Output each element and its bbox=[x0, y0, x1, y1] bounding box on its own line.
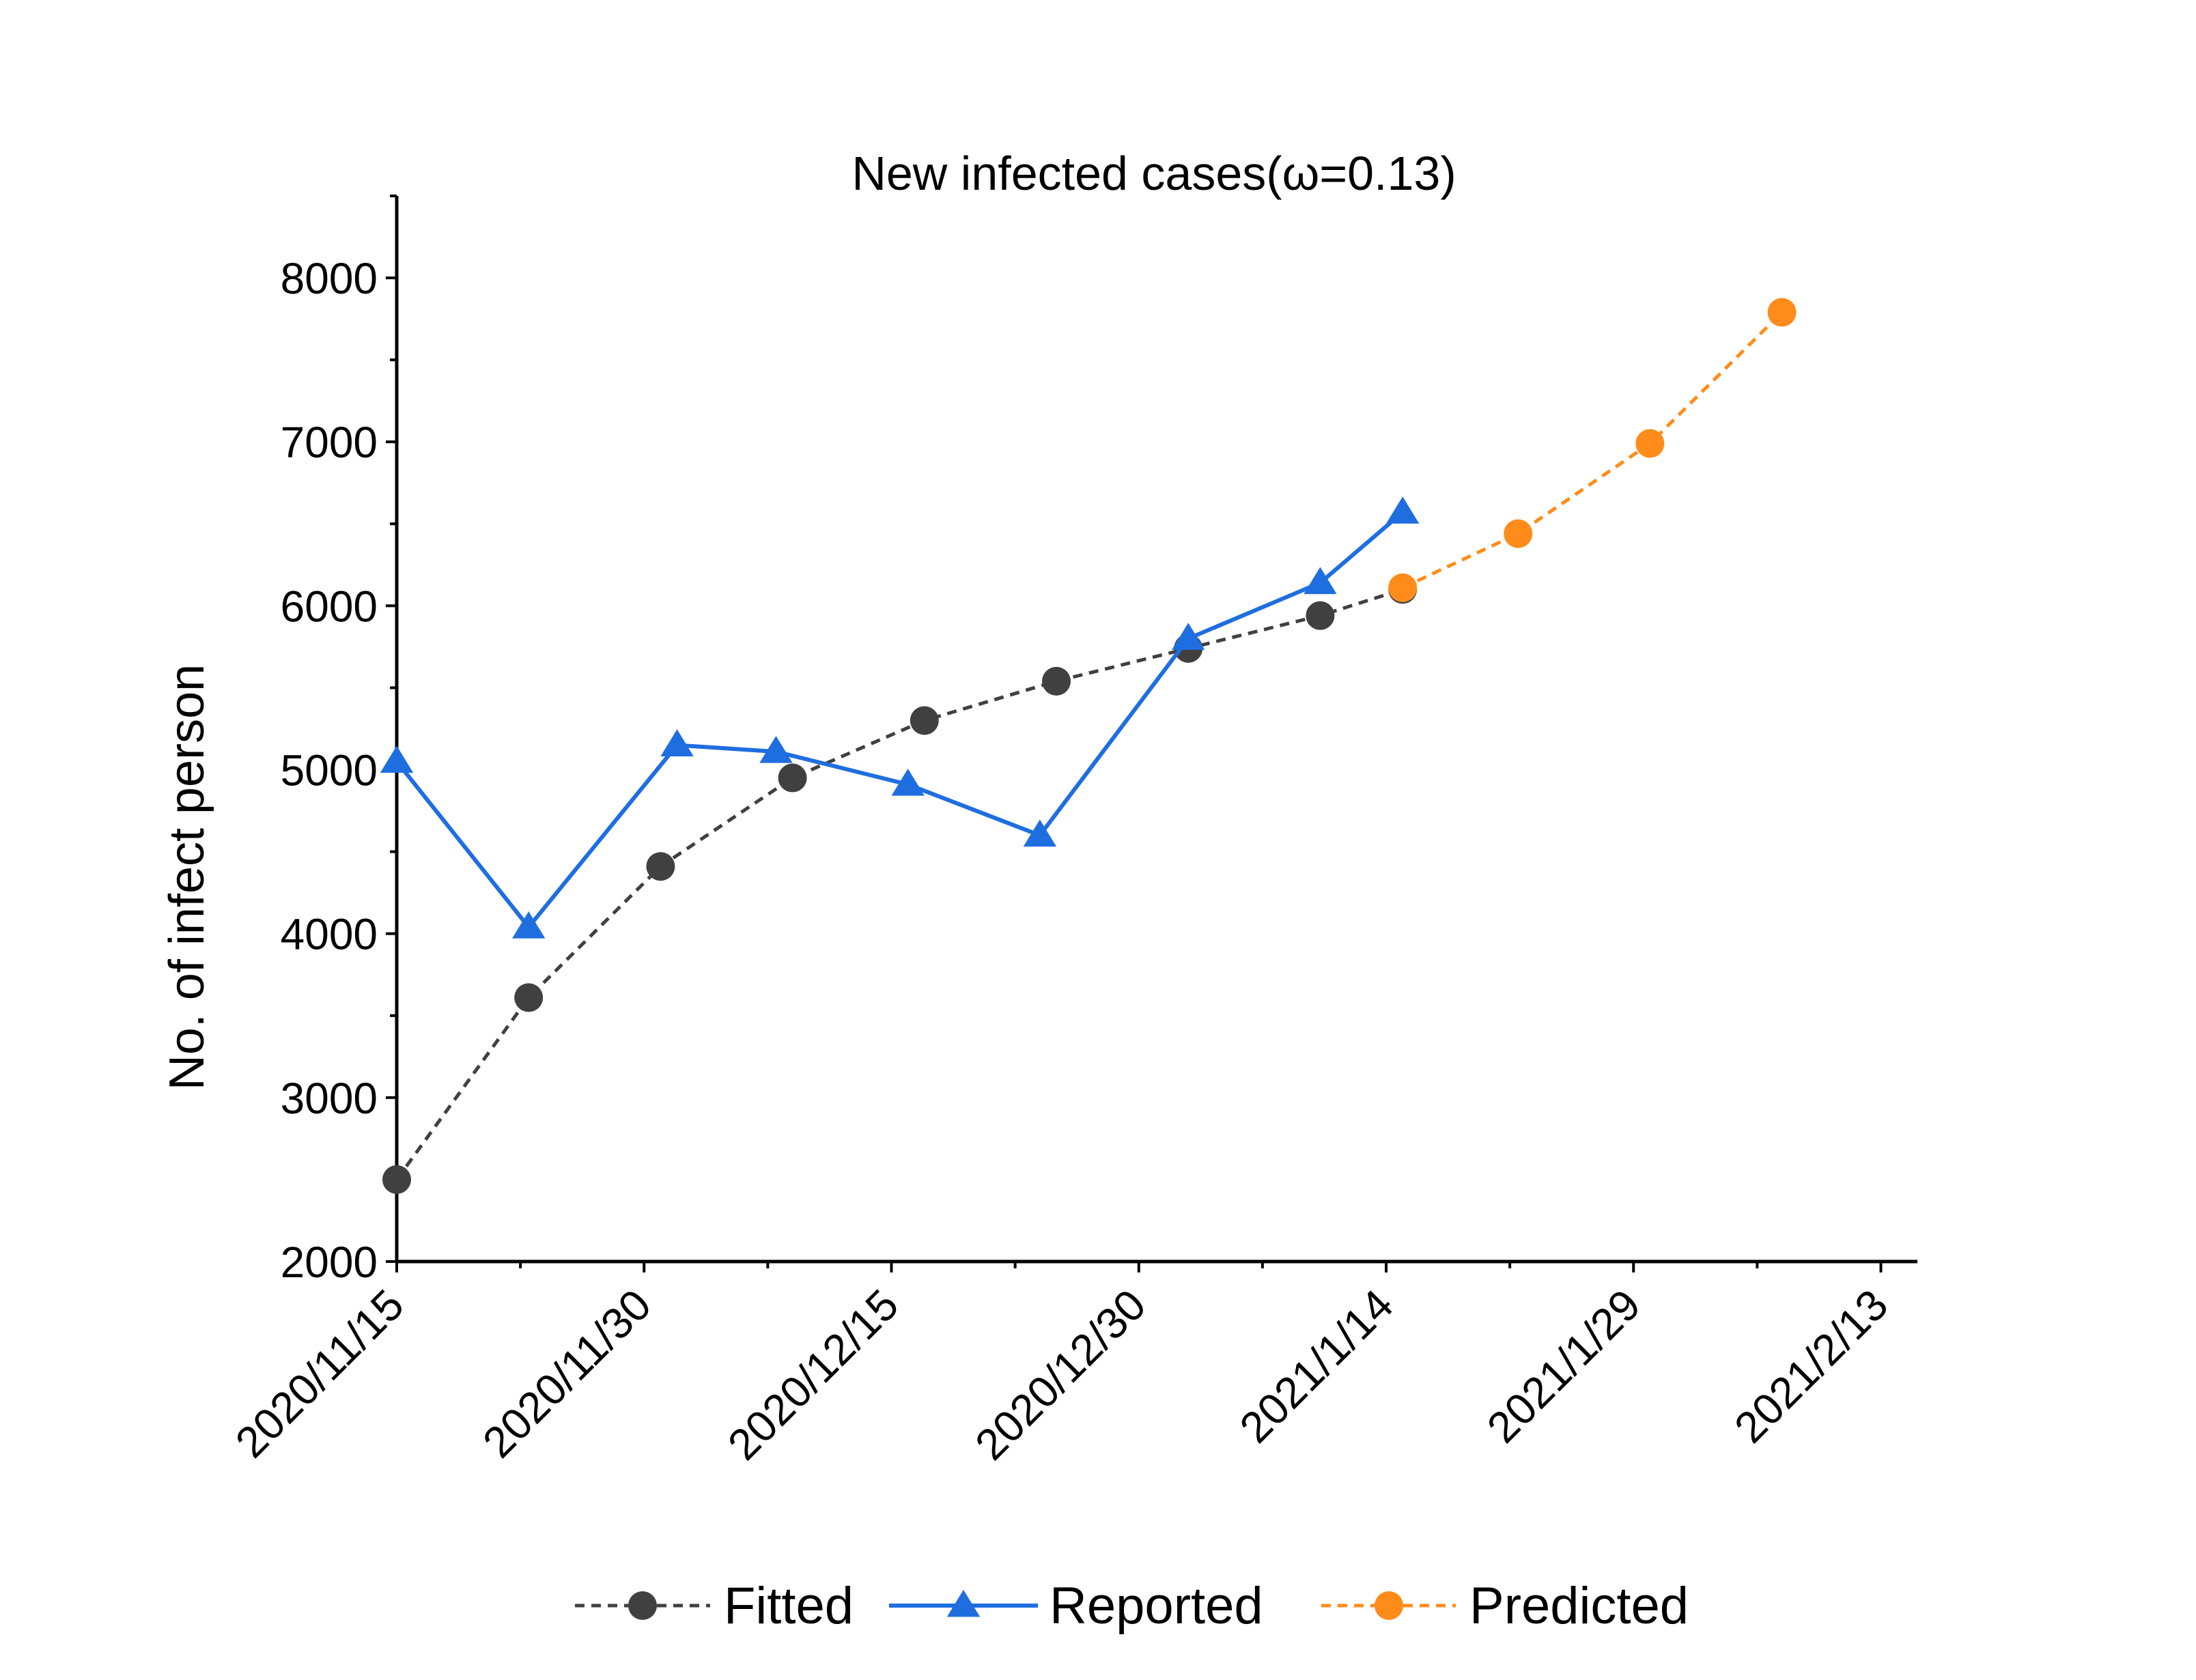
data-point bbox=[382, 1165, 411, 1194]
series-predicted bbox=[1388, 298, 1797, 602]
data-point bbox=[778, 763, 807, 793]
y-tick-label: 8000 bbox=[281, 254, 378, 303]
data-point bbox=[1172, 623, 1205, 650]
x-tick-label: 2020/11/30 bbox=[473, 1280, 660, 1467]
series-fitted bbox=[382, 575, 1418, 1194]
data-point bbox=[946, 1589, 981, 1617]
x-tick-label: 2021/1/29 bbox=[1478, 1280, 1650, 1452]
data-point bbox=[759, 736, 793, 763]
data-point bbox=[1042, 666, 1071, 696]
data-point bbox=[891, 769, 925, 796]
data-point bbox=[512, 911, 546, 939]
data-point bbox=[1304, 567, 1337, 595]
data-point bbox=[380, 745, 414, 773]
series-line bbox=[395, 587, 1403, 1181]
legend-item-predicted: Predicted bbox=[1321, 1577, 1689, 1635]
series-line bbox=[1402, 311, 1784, 590]
y-tick-label: 4000 bbox=[281, 910, 378, 959]
legend-item-reported: Reported bbox=[889, 1577, 1263, 1635]
data-point bbox=[646, 852, 675, 881]
x-tick-label: 2021/1/14 bbox=[1230, 1280, 1403, 1452]
y-axis-label: No. of infect person bbox=[160, 664, 214, 1090]
y-tick-label: 7000 bbox=[281, 418, 378, 467]
minor-ticks bbox=[390, 195, 1759, 1268]
y-tick-label: 6000 bbox=[281, 582, 378, 631]
legend-label: Fitted bbox=[724, 1577, 854, 1635]
data-point bbox=[1635, 429, 1665, 458]
series-line bbox=[395, 511, 1405, 930]
data-point bbox=[628, 1591, 657, 1620]
y-axis-ticks: 2000 3000 4000 5000 6000 7000 8000 bbox=[281, 254, 397, 1287]
x-tick-label: 2020/12/15 bbox=[718, 1280, 907, 1469]
chart-title: New infected cases(ω=0.13) bbox=[851, 147, 1456, 200]
legend: Fitted Reported Predicted bbox=[575, 1577, 1689, 1635]
y-tick-label: 3000 bbox=[281, 1074, 378, 1123]
data-point bbox=[1388, 573, 1418, 602]
data-point bbox=[910, 706, 939, 735]
x-tick-label: 2020/11/15 bbox=[226, 1280, 413, 1467]
x-tick-label: 2020/12/30 bbox=[966, 1280, 1155, 1469]
data-point bbox=[1306, 601, 1335, 630]
y-tick-label: 2000 bbox=[281, 1238, 378, 1287]
data-point bbox=[1023, 819, 1057, 847]
legend-item-fitted: Fitted bbox=[575, 1577, 854, 1635]
x-tick-label: 2021/2/13 bbox=[1725, 1280, 1897, 1452]
legend-label: Reported bbox=[1050, 1577, 1263, 1635]
series-reported bbox=[380, 496, 1420, 939]
data-point bbox=[1767, 298, 1797, 327]
data-point bbox=[1504, 519, 1533, 548]
legend-label: Predicted bbox=[1469, 1577, 1689, 1635]
y-tick-label: 5000 bbox=[281, 746, 378, 795]
data-point bbox=[660, 729, 694, 757]
data-point bbox=[514, 983, 544, 1012]
series-layer bbox=[380, 298, 1797, 1194]
x-axis-ticks: 2020/11/15 2020/11/30 2020/12/15 2020/12/30… bbox=[226, 1262, 1897, 1469]
data-point bbox=[1385, 496, 1420, 524]
data-point bbox=[1375, 1591, 1403, 1620]
